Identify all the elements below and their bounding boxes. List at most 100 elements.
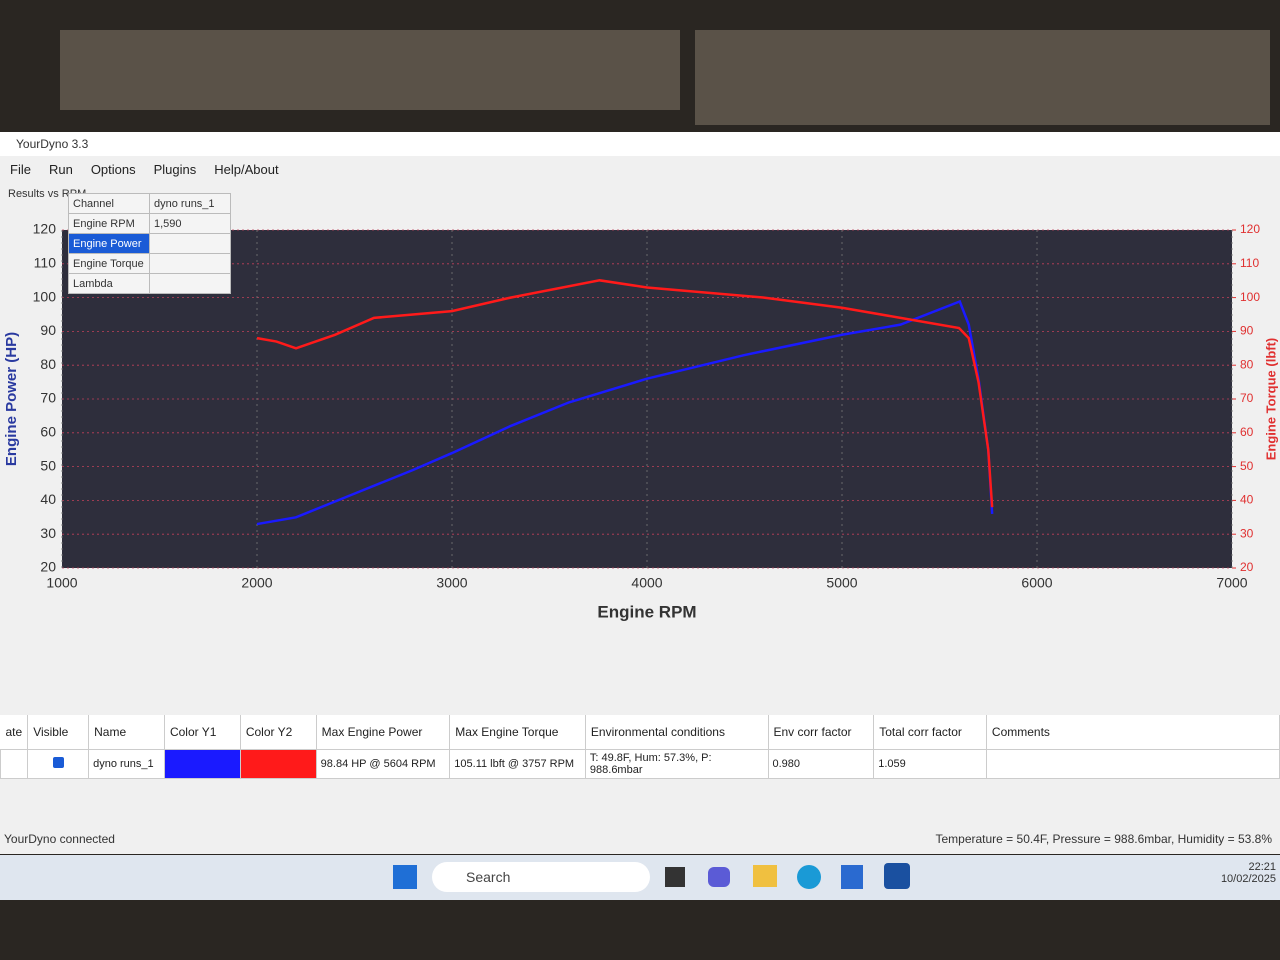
y2-tick-label: 100	[1240, 290, 1260, 304]
menu-item[interactable]: Help/About	[214, 162, 279, 177]
channel-row[interactable]: Lambda	[68, 273, 231, 294]
y2-tick-label: 40	[1240, 493, 1254, 507]
column-header: Color Y2	[240, 715, 317, 750]
background-panel	[695, 30, 1270, 125]
app-icon[interactable]	[665, 867, 685, 887]
y2-tick-label: 60	[1240, 425, 1254, 439]
menu-item[interactable]: Options	[90, 162, 136, 177]
y-tick-label: 110	[34, 255, 57, 271]
y2-tick-label: 30	[1240, 526, 1254, 540]
run-cell: 0.980	[767, 749, 875, 779]
run-cell: T: 49.8F, Hum: 57.3%, P: 988.6mbar	[584, 749, 769, 779]
y-tick-label: 90	[40, 322, 56, 338]
y-tick-label: 50	[40, 457, 56, 473]
channel-row[interactable]: Engine RPM 1,590	[68, 213, 231, 234]
y-tick-label: 70	[40, 390, 56, 406]
x-tick-label: 6000	[1021, 575, 1052, 591]
y-tick-label: 60	[40, 424, 56, 440]
column-header: Env corr factor	[768, 715, 875, 750]
channel-value	[149, 273, 231, 294]
app-icon[interactable]	[797, 865, 821, 889]
color-swatch[interactable]	[239, 749, 317, 779]
channel-name: Engine Torque	[68, 253, 150, 274]
y-tick-label: 20	[40, 559, 56, 575]
app-icon[interactable]	[841, 865, 863, 889]
menu-item[interactable]: Run	[48, 162, 73, 177]
header-row: ate Visible Name Color Y1 Color Y2 Max Engine…	[0, 715, 1280, 750]
run-cell: 98.84 HP @ 5604 RPM	[315, 749, 451, 779]
x-tick-label: 5000	[826, 575, 857, 591]
channel-name: Engine Power	[68, 233, 150, 254]
channel-table: Channel dyno runs_1 Engine RPM 1,590 Engine …	[68, 193, 231, 294]
date: 10/02/2025	[1220, 873, 1276, 885]
runs-table: ate Visible Name Color Y1 Color Y2 Max Engine…	[0, 715, 1280, 779]
run-cell: 1.059	[873, 749, 987, 779]
status-bar: YourDyno connected Temperature = 50.4F, …	[0, 828, 1280, 850]
y-tick-label: 30	[40, 525, 56, 541]
y2-tick-label: 90	[1240, 324, 1254, 338]
start-button[interactable]	[393, 865, 417, 889]
x-axis-label: Engine RPM	[597, 602, 696, 621]
run-row: dyno runs_1 98.84 HP @ 5604 RPM 105.11 lbf…	[0, 749, 1280, 779]
header-row: Channel dyno runs_1	[68, 193, 231, 214]
column-header: Name	[88, 715, 165, 750]
run-cell: 105.11 lbft @ 3757 RPM	[449, 749, 586, 779]
time: 22:21	[1248, 861, 1276, 873]
column-header: Max Engine Torque	[449, 715, 586, 750]
channel-name: Engine RPM	[68, 213, 150, 234]
chart: 20 30 40 50 60 70 80 90 100 110 120 20 30 40 50 60 70 80 9…	[3, 221, 1278, 622]
y2-tick-label: 70	[1240, 391, 1254, 405]
app-icon[interactable]	[753, 865, 777, 887]
channel-row[interactable]: Engine Torque	[68, 253, 231, 274]
y2-tick-label: 120	[1240, 222, 1260, 236]
y-tick-label: 120	[33, 221, 57, 237]
channel-row[interactable]: Engine Power	[68, 233, 231, 254]
search-box[interactable]: Search	[432, 862, 650, 892]
channel-name: Lambda	[68, 273, 150, 294]
y-tick-label: 100	[33, 288, 57, 304]
x-tick-label: 2000	[241, 575, 272, 591]
x-tick-label: 3000	[436, 575, 467, 591]
x-tick-label: 7000	[1216, 575, 1247, 591]
column-header: Comments	[986, 715, 1280, 750]
column-header: Environmental conditions	[585, 715, 769, 750]
clock: 22:21 10/02/2025	[1221, 861, 1276, 885]
y2-tick-label: 80	[1240, 357, 1254, 371]
column-header: Visible	[27, 715, 90, 750]
y2-tick-label: 50	[1240, 459, 1254, 473]
column-header: Color Y1	[164, 715, 241, 750]
y-tick-label: 40	[40, 491, 56, 507]
column-header: ate	[0, 715, 29, 750]
checkbox[interactable]	[52, 757, 64, 768]
y-tick-label: 80	[40, 356, 56, 372]
header-cell: dyno runs_1	[149, 193, 231, 214]
app-icon[interactable]	[708, 867, 730, 887]
menu-bar: File Run Options Plugins Help/About	[0, 158, 279, 182]
menu-item[interactable]: Plugins	[153, 162, 197, 177]
run-name: dyno runs_1	[88, 749, 165, 779]
cell	[0, 749, 29, 779]
channel-value	[149, 253, 231, 274]
taskbar: Search 22:21 10/02/2025	[0, 855, 1280, 900]
status-right: Temperature = 50.4F, Pressure = 988.6mba…	[935, 832, 1272, 846]
channel-value: 1,590	[149, 213, 231, 234]
comments-cell	[985, 749, 1280, 779]
x-tick-label: 4000	[631, 575, 662, 591]
menu-item[interactable]: File	[10, 162, 31, 177]
y2-tick-label: 110	[1240, 256, 1259, 270]
channel-value	[149, 233, 231, 254]
window-title: YourDyno 3.3	[0, 132, 1280, 156]
status-left: YourDyno connected	[4, 832, 115, 846]
app-icon[interactable]	[884, 863, 910, 889]
y-axis-label: Engine Power (HP)	[3, 332, 20, 466]
visible-cell	[27, 749, 90, 779]
series-line	[256, 299, 994, 526]
column-header: Max Engine Power	[316, 715, 451, 750]
color-swatch[interactable]	[163, 749, 241, 779]
column-header: Total corr factor	[873, 715, 987, 750]
tab[interactable]: Results vs RPM	[8, 188, 87, 200]
background-panel	[60, 30, 680, 110]
y2-tick-label: 20	[1240, 560, 1254, 574]
y2-axis-label: Engine Torque (lbft)	[1263, 338, 1278, 461]
x-tick-label: 1000	[46, 575, 77, 591]
